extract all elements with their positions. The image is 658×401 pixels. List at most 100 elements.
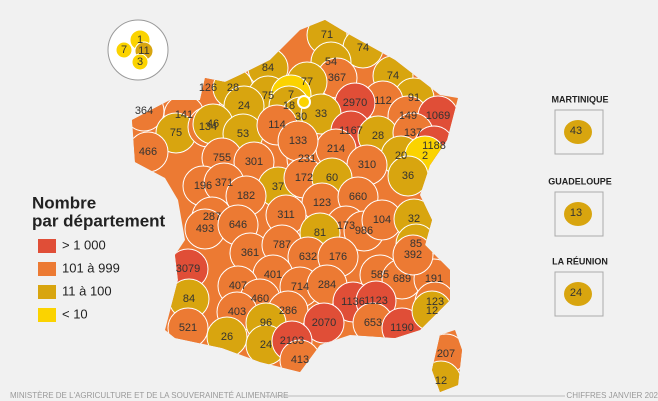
department-label: 1188	[422, 140, 446, 152]
department-label: 126	[199, 82, 217, 94]
overseas-name: MARTINIQUE	[552, 94, 609, 104]
department-label: 112	[374, 95, 392, 107]
department-label: 714	[291, 281, 309, 293]
department-label: 24	[260, 339, 272, 351]
department-label: 403	[228, 306, 246, 318]
inset-label: 7	[121, 44, 127, 56]
department-label: 755	[213, 152, 231, 164]
department-label: 28	[372, 130, 384, 142]
department-label: 137	[404, 127, 422, 139]
inset-label: 11	[138, 45, 149, 57]
legend-label: < 10	[62, 306, 88, 321]
department-area	[392, 234, 434, 276]
legend-swatch	[38, 308, 56, 322]
department-label: 371	[215, 177, 233, 189]
legend-label: 11 à 100	[62, 283, 112, 298]
overseas-box	[554, 271, 604, 317]
department-label: 46	[207, 118, 219, 130]
department-label: 33	[315, 108, 327, 120]
department-label: 286	[279, 305, 297, 317]
department-label: 191	[425, 273, 443, 285]
department-label: 689	[393, 273, 411, 285]
department-label: 75	[262, 90, 274, 102]
legend-swatch	[38, 262, 56, 276]
department-label: 585	[371, 269, 389, 281]
department-label: 1123	[364, 295, 388, 307]
legend-swatch	[38, 285, 56, 299]
department-label: 123	[426, 296, 444, 308]
department-label: 466	[139, 146, 157, 158]
department-label: 176	[329, 251, 347, 263]
department-label: 2103	[280, 335, 304, 347]
department-label: 114	[268, 119, 286, 131]
department-label: 173	[337, 220, 355, 232]
department-label: 196	[194, 180, 212, 192]
department-label: 26	[221, 331, 233, 343]
legend-title: par département	[32, 211, 166, 230]
department-area	[303, 302, 345, 344]
department-label: 301	[245, 156, 263, 168]
department-label: 60	[326, 172, 338, 184]
department-label: 71	[321, 29, 333, 41]
department-label: 287	[203, 211, 221, 223]
department-label: 77	[301, 76, 313, 88]
department-label: 96	[260, 317, 272, 329]
legend-label: > 1 000	[62, 237, 106, 252]
department-label: 367	[328, 72, 346, 84]
department-label: 37	[272, 181, 284, 193]
department-label: 460	[251, 293, 269, 305]
department-label: 392	[404, 249, 422, 261]
department-label: 361	[241, 247, 259, 259]
department-label: 75	[170, 127, 182, 139]
legend-title: Nombre	[32, 193, 96, 212]
department-label: 36	[402, 170, 414, 182]
overseas-label: 13	[570, 207, 582, 219]
department-label: 84	[183, 293, 195, 305]
department-label: 149	[399, 110, 417, 122]
department-label: 81	[314, 227, 326, 239]
department-label: 53	[237, 128, 249, 140]
department-label: 364	[135, 105, 153, 117]
department-label: 141	[175, 109, 193, 121]
inset-area	[115, 41, 133, 59]
department-label: 401	[264, 269, 282, 281]
department-label: 104	[373, 214, 391, 226]
legend-swatch	[38, 239, 56, 253]
department-label: 32	[408, 213, 420, 225]
overseas-label: 43	[570, 125, 582, 137]
inset-label: 1	[137, 34, 143, 46]
france-map	[132, 20, 462, 392]
department-label: 30	[295, 111, 307, 123]
department-label: 521	[179, 322, 197, 334]
department-label: 18	[283, 100, 295, 112]
department-label: 74	[387, 70, 399, 82]
department-label: 12	[426, 305, 438, 317]
department-label: 986	[355, 225, 373, 237]
department-label: 311	[277, 209, 295, 221]
department-label: 787	[273, 239, 291, 251]
department-label: 134	[199, 121, 217, 133]
department-label: 207	[437, 348, 455, 360]
overseas-name: LA RÉUNION	[552, 256, 608, 266]
footer-left: MINISTÈRE DE L'AGRICULTURE ET DE LA SOUV…	[10, 391, 288, 400]
department-label: 660	[349, 191, 367, 203]
department-label: 1190	[390, 322, 414, 334]
department-label: 653	[364, 317, 382, 329]
overseas-area	[564, 120, 592, 144]
department-label: 182	[237, 190, 255, 202]
department-label: 74	[357, 42, 369, 54]
department-label: 133	[289, 135, 307, 147]
department-label: 2970	[343, 97, 367, 109]
department-label: 1069	[426, 110, 450, 122]
department-label: 3079	[176, 263, 200, 275]
department-label: 231	[298, 153, 316, 165]
department-label: 1136	[341, 296, 365, 308]
paris-marker	[297, 95, 311, 109]
legend-label: 101 à 999	[62, 260, 120, 275]
overseas-label: 24	[570, 287, 582, 299]
department-label: 632	[299, 251, 317, 263]
inset-area	[131, 53, 149, 71]
department-label: 85	[410, 238, 422, 250]
